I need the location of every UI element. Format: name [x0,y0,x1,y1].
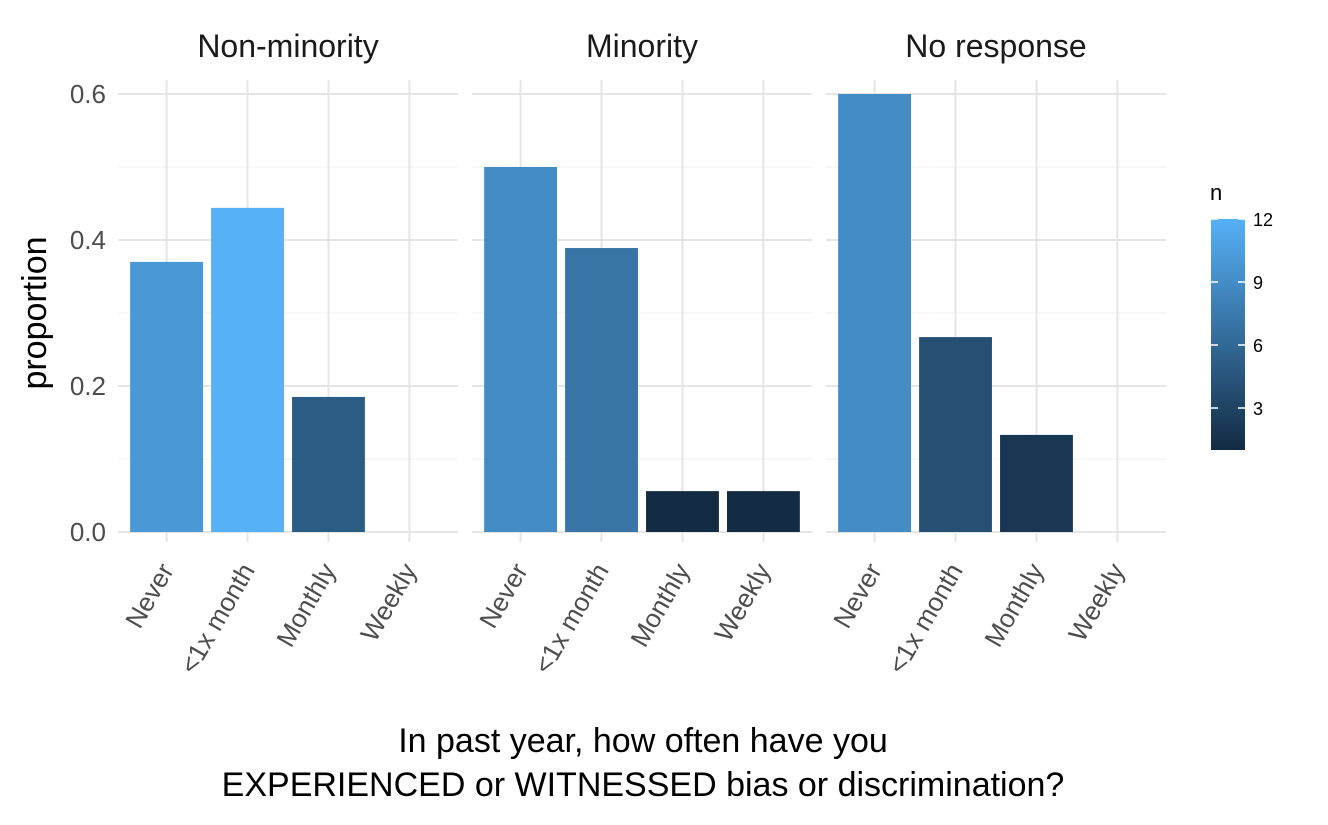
color-legend: n 3 6 9 12 [1210,180,1273,450]
legend-tick-label: 6 [1253,336,1263,356]
x-tick-label: Weekly [708,558,776,646]
bar-minority-weekly [727,491,800,532]
bar-non-minority-never [130,261,203,532]
legend-tick-label: 12 [1253,210,1273,230]
y-tick-label: 0.6 [70,79,106,109]
x-tick-label: Never [473,558,534,633]
y-tick-label: 0.2 [70,371,106,401]
bar-no-response-1x-month [919,337,992,532]
facet-title-minority: Minority [586,28,698,64]
bar-no-response-monthly [1000,434,1073,532]
legend-colorbar [1211,219,1245,450]
x-tick-label: Weekly [354,558,422,646]
legend-tick-label: 3 [1253,399,1263,419]
y-axis-title: proportion [16,236,54,389]
x-axis-title-line-1: In past year, how often have you [398,722,888,760]
x-axis-title-line-2: EXPERIENCED or WITNESSED bias or discrim… [222,766,1065,804]
x-tick-label: Never [119,558,180,633]
x-tick-label: Monthly [624,558,696,652]
x-tick-label: <1x month [528,558,615,679]
facet-title-non-minority: Non-minority [197,28,378,64]
x-tick-label: <1x month [882,558,969,679]
x-tick-label: Weekly [1062,558,1130,646]
bar-non-minority-1x-month [211,207,284,532]
bar-minority-never [484,167,557,532]
bar-no-response-never [838,94,911,532]
x-tick-label: Monthly [978,558,1050,652]
panel-non-minority: Non-minority Never<1x month Monthly Weekly [118,28,458,679]
bar-minority-1x-month [565,248,638,532]
legend-title: n [1210,180,1222,205]
facet-title-no-response: No response [905,28,1086,64]
y-tick-label: 0.4 [70,225,106,255]
panel-minority: Minority Never<1x month Monthly Weekly [472,28,812,679]
bar-minority-monthly [646,491,719,532]
legend-tick-label: 9 [1253,273,1263,293]
x-tick-label: <1x month [174,558,261,679]
x-tick-label: Monthly [270,558,342,652]
bar-non-minority-monthly [292,396,365,532]
x-tick-label: Never [827,558,888,633]
y-tick-label: 0.0 [70,517,106,547]
panel-no-response: No response Never<1x month Monthly Weekly [826,28,1166,679]
